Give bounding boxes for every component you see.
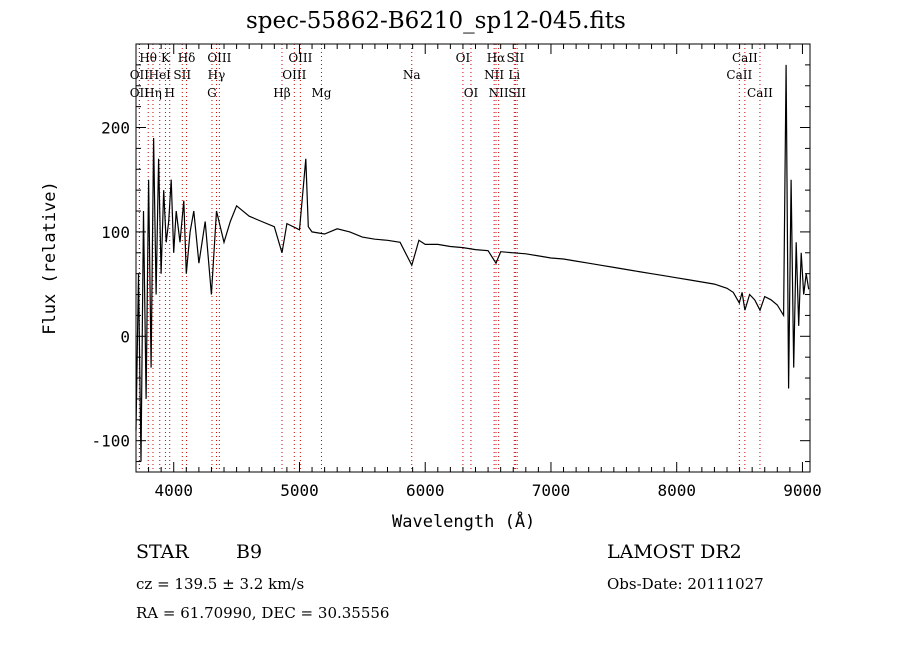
- line-markers: [138, 44, 761, 472]
- line-label: NII: [489, 86, 509, 100]
- series-layer: [135, 64, 810, 462]
- coordinates: RA = 61.70990, DEC = 30.35556: [136, 604, 390, 622]
- line-label: OIII: [207, 51, 231, 65]
- line-label: OI: [456, 51, 471, 65]
- line-label: SII: [173, 68, 191, 82]
- x-tick-label: 4000: [154, 481, 193, 500]
- line-label: HeI: [149, 68, 172, 82]
- y-tick-label: 100: [101, 223, 130, 242]
- y-axis-label: Flux (relative): [40, 181, 60, 335]
- spectrum-line: [135, 64, 810, 462]
- line-label: CaII: [732, 51, 758, 65]
- y-tick-label: -100: [91, 432, 130, 451]
- line-label: NII: [484, 68, 504, 82]
- line-label: Hα: [487, 51, 506, 65]
- line-label: Li: [508, 68, 520, 82]
- axis-ticks: 4000 5000 6000 7000 8000 9000 -100 0 100 200: [91, 43, 822, 500]
- line-label: OII: [130, 68, 150, 82]
- line-label: OI: [464, 86, 479, 100]
- line-label: Na: [403, 68, 421, 82]
- line-label: SII: [507, 51, 525, 65]
- line-label: Hθ: [139, 51, 157, 65]
- line-label: K: [161, 51, 171, 65]
- y-tick-label: 0: [120, 327, 130, 346]
- line-label: Hη: [144, 86, 162, 100]
- line-label: G: [207, 86, 217, 100]
- survey-name: LAMOST DR2: [607, 541, 742, 563]
- obs-date: Obs-Date: 20111027: [607, 575, 764, 593]
- line-label: Mg: [311, 86, 331, 100]
- y-tick-label: 200: [101, 119, 130, 138]
- x-tick-label: 5000: [280, 481, 319, 500]
- line-label: CaII: [726, 68, 752, 82]
- line-label: Hγ: [208, 68, 226, 82]
- x-tick-label: 8000: [657, 481, 696, 500]
- line-label: OIII: [288, 51, 312, 65]
- object-class: STAR: [136, 541, 189, 563]
- x-tick-label: 9000: [783, 481, 822, 500]
- chart-title: spec-55862-B6210_sp12-045.fits: [246, 8, 626, 34]
- line-label: SII: [508, 86, 526, 100]
- line-label: H: [164, 86, 174, 100]
- plot-frame: [135, 43, 811, 473]
- line-label: OII: [130, 86, 150, 100]
- redshift-text: cz = 139.5 ± 3.2 km/s: [136, 575, 305, 593]
- object-subclass: B9: [236, 541, 263, 563]
- x-tick-label: 7000: [532, 481, 571, 500]
- line-label: Hδ: [178, 51, 196, 65]
- line-label: OIII: [282, 68, 306, 82]
- x-axis-label: Wavelength (Å): [392, 512, 536, 532]
- line-label: CaII: [747, 86, 773, 100]
- line-label: Hβ: [273, 86, 290, 100]
- x-tick-label: 6000: [406, 481, 445, 500]
